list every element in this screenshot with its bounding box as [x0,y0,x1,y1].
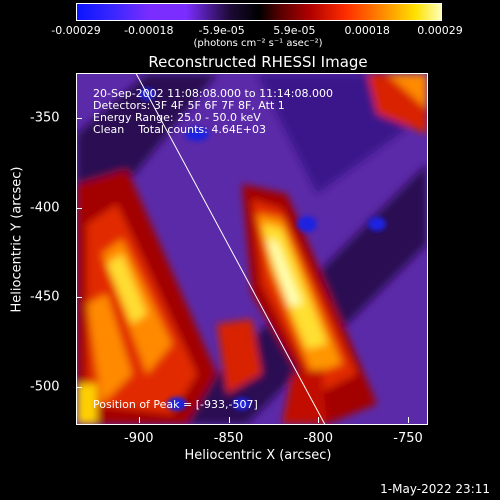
energy-label: Energy Range: 25.0 - 50.0 keV [93,111,261,124]
y-tick-label: -350 [30,110,60,126]
x-tick-mark [138,417,140,423]
x-tick-mark [228,417,230,423]
footer-timestamp: 1-May-2022 23:11 [380,482,490,496]
colorbar-tick-label: 0.00018 [344,24,390,37]
y-tick-label: -450 [30,289,60,305]
y-tick-mark [76,387,82,389]
y-tick-mark [76,207,82,209]
y-axis-label: Heliocentric Y (arcsec) [9,166,25,313]
x-tick-mark [318,417,320,423]
method-label: Clean Total counts: 4.64E+03 [93,123,267,136]
colorbar-tick-label: 0.00029 [417,24,463,37]
x-tick-label: -850 [213,431,244,446]
y-tick-mark [76,117,82,119]
x-tick-label: -750 [393,431,423,446]
solar-limb-line [135,74,326,424]
detectors-label: Detectors: 3F 4F 5F 6F 7F 8F, Att 1 [93,99,285,112]
chart-title: Reconstructed RHESSI Image [148,53,368,71]
colorbar-unit: (photons cm⁻² s⁻¹ asec⁻²) [193,38,323,49]
peak-position-label: Position of Peak = [-933,-507] [93,398,258,411]
colorbar-tick-label: 5.9e-05 [273,24,316,37]
time-range-label: 20-Sep-2002 11:08:08.000 to 11:14:08.000 [93,87,333,100]
emission-blobs [77,74,427,424]
y-tick-mark [76,297,82,299]
plot-area [76,73,428,425]
x-axis-label: Heliocentric X (arcsec) [184,448,332,463]
colorbar-tick-label: -5.9e-05 [198,24,245,37]
x-tick-mark [408,417,410,423]
y-tick-label: -500 [30,379,60,395]
x-tick-label: -800 [303,431,334,446]
heatmap [77,74,427,424]
colorbar [76,3,442,21]
y-tick-label: -400 [30,200,60,216]
colorbar-tick-label: -0.00029 [51,24,101,37]
x-tick-label: -900 [124,431,154,446]
colorbar-tick-label: -0.00018 [124,24,174,37]
